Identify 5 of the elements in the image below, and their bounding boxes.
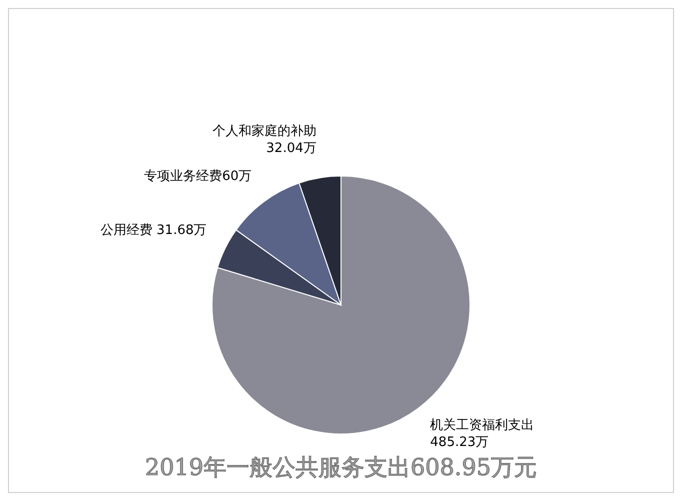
slice-label: 个人和家庭的补助32.04万 — [211, 123, 316, 158]
slice-label: 专项业务经费60万 — [143, 168, 252, 185]
slice-label: 公用经费 31.68万 — [99, 222, 207, 239]
text: 2019年一般公共服务支出608.95万元 — [144, 454, 538, 483]
slice-label: 机关工资福利支出 485.23万 — [430, 417, 536, 452]
